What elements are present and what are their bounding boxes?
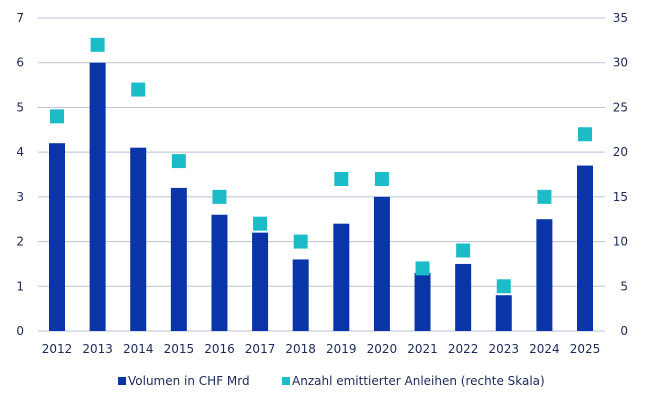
legend: Volumen in CHF Mrd Anzahl emittierter An… xyxy=(118,374,545,388)
left-tick-label: 4 xyxy=(16,145,24,159)
legend-label-volume: Volumen in CHF Mrd xyxy=(128,374,250,388)
marker-2013 xyxy=(90,37,105,52)
legend-swatch-count xyxy=(282,377,290,385)
bar-2017 xyxy=(252,232,269,331)
x-tick-label: 2015 xyxy=(164,342,195,356)
left-axis-ticks: 0 1 2 3 4 5 6 7 xyxy=(16,11,24,338)
left-tick-label: 2 xyxy=(16,235,24,249)
legend-swatch-volume xyxy=(118,377,126,385)
x-tick-label: 2012 xyxy=(42,342,73,356)
bar-2018 xyxy=(292,259,309,331)
bar-2021 xyxy=(414,272,431,331)
marker-2015 xyxy=(171,154,186,169)
left-tick-label: 6 xyxy=(16,56,24,70)
marker-2024 xyxy=(537,189,552,204)
x-tick-label: 2016 xyxy=(204,342,235,356)
marker-2017 xyxy=(253,216,268,231)
left-tick-label: 0 xyxy=(16,324,24,338)
marker-2023 xyxy=(496,279,511,294)
marker-2022 xyxy=(456,243,471,258)
right-tick-label: 10 xyxy=(613,235,628,249)
x-tick-label: 2020 xyxy=(367,342,398,356)
bar-2015 xyxy=(170,187,187,331)
bar-2014 xyxy=(130,147,147,331)
left-tick-label: 1 xyxy=(16,279,24,293)
marker-2018 xyxy=(293,234,308,249)
right-tick-label: 5 xyxy=(620,279,628,293)
x-tick-label: 2018 xyxy=(285,342,316,356)
legend-label-count: Anzahl emittierter Anleihen (rechte Skal… xyxy=(292,374,545,388)
right-tick-label: 25 xyxy=(613,100,628,114)
bar-2020 xyxy=(373,196,390,331)
bar-2022 xyxy=(455,263,472,331)
bars xyxy=(49,62,593,331)
left-tick-label: 5 xyxy=(16,100,24,114)
left-tick-label: 3 xyxy=(16,190,24,204)
right-axis-ticks: 0 5 10 15 20 25 30 35 xyxy=(613,11,628,338)
marker-2019 xyxy=(334,171,349,186)
x-tick-label: 2014 xyxy=(123,342,154,356)
x-tick-label: 2017 xyxy=(245,342,276,356)
bar-2012 xyxy=(49,143,65,331)
x-tick-label: 2021 xyxy=(407,342,438,356)
x-tick-label: 2025 xyxy=(570,342,601,356)
bar-2024 xyxy=(536,219,553,331)
marker-2021 xyxy=(415,261,430,276)
marker-2025 xyxy=(578,127,592,142)
right-tick-label: 20 xyxy=(613,145,628,159)
right-tick-label: 15 xyxy=(613,190,628,204)
marker-2014 xyxy=(131,82,146,97)
bar-2025 xyxy=(577,165,593,331)
bar-2019 xyxy=(333,223,350,331)
x-axis-ticks: 2012 2013 2014 2015 2016 2017 2018 2019 2020 2021… xyxy=(42,342,601,356)
x-tick-label: 2019 xyxy=(326,342,357,356)
marker-2020 xyxy=(374,171,389,186)
bar-2016 xyxy=(211,214,228,331)
bar-2013 xyxy=(89,62,106,331)
right-tick-label: 30 xyxy=(613,56,628,70)
bar-2023 xyxy=(495,295,512,331)
x-tick-label: 2023 xyxy=(488,342,519,356)
x-tick-label: 2024 xyxy=(529,342,560,356)
x-tick-label: 2022 xyxy=(448,342,479,356)
marker-2012 xyxy=(50,109,64,124)
left-tick-label: 7 xyxy=(16,11,24,25)
marker-2016 xyxy=(212,189,227,204)
gridlines xyxy=(38,17,605,332)
x-tick-label: 2013 xyxy=(82,342,113,356)
markers xyxy=(50,37,592,294)
right-tick-label: 35 xyxy=(613,11,628,25)
right-tick-label: 0 xyxy=(620,324,628,338)
